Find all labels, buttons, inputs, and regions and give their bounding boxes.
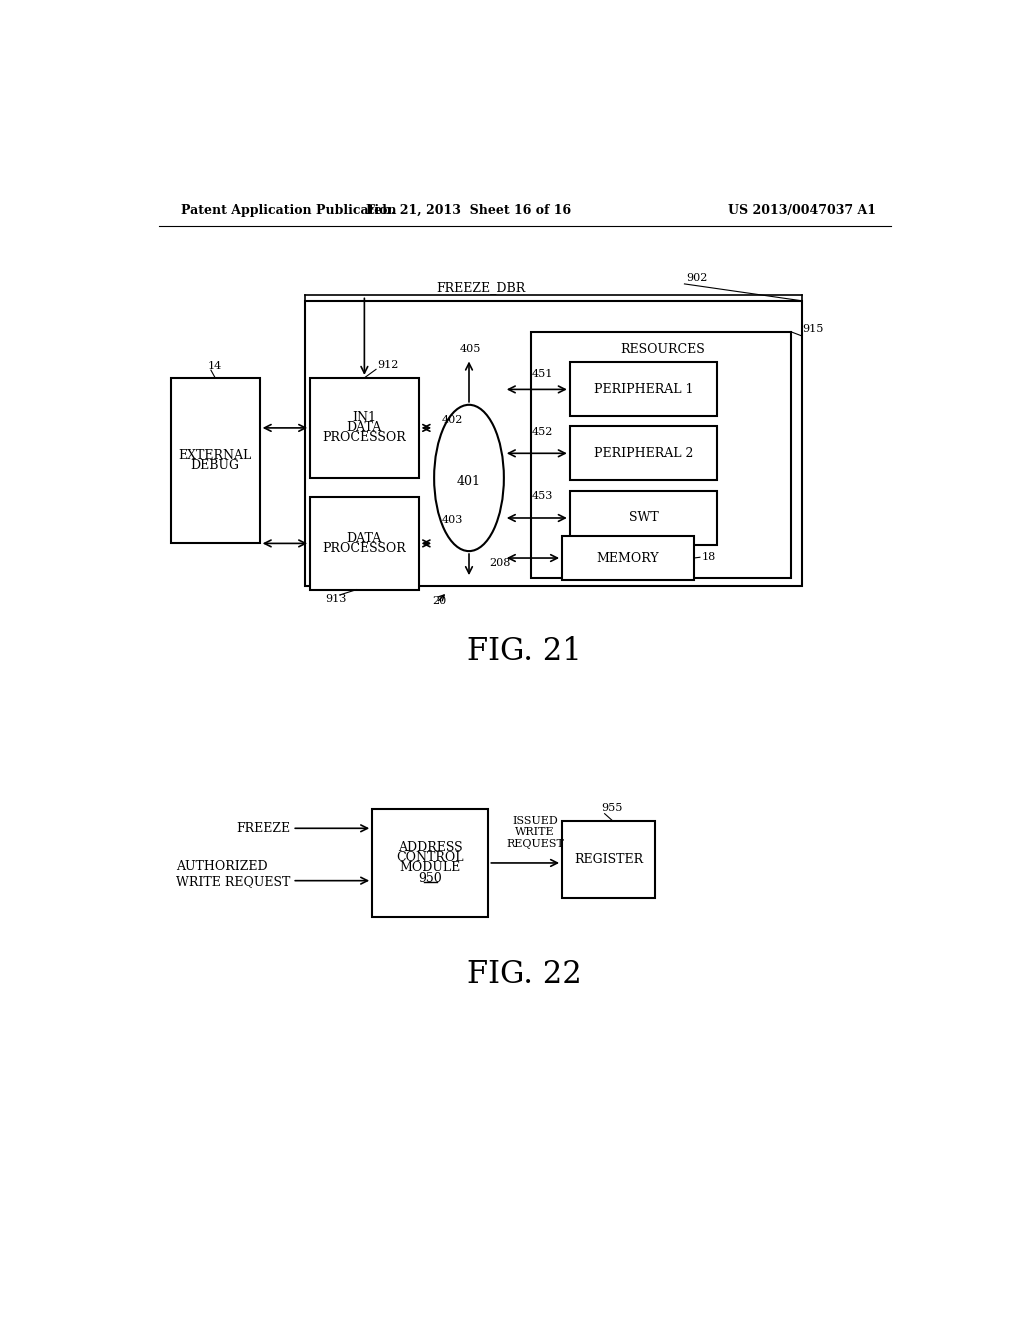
Text: MODULE: MODULE: [399, 862, 461, 874]
Text: 402: 402: [442, 416, 463, 425]
Text: 915: 915: [802, 325, 823, 334]
Text: 912: 912: [378, 360, 399, 370]
Ellipse shape: [434, 405, 504, 552]
Text: PERIPHERAL 1: PERIPHERAL 1: [594, 383, 693, 396]
Text: FREEZE: FREEZE: [237, 822, 291, 834]
Text: 18: 18: [701, 552, 716, 562]
Text: MEMORY: MEMORY: [597, 552, 659, 565]
Text: 902: 902: [686, 273, 708, 282]
Text: DATA: DATA: [347, 532, 382, 545]
Text: ADDRESS: ADDRESS: [398, 841, 463, 854]
Text: 452: 452: [531, 426, 553, 437]
Text: FREEZE_DBR: FREEZE_DBR: [436, 281, 525, 294]
Text: 401: 401: [457, 475, 481, 488]
Text: PERIPHERAL 2: PERIPHERAL 2: [594, 446, 693, 459]
Text: 405: 405: [459, 345, 480, 354]
Text: EXTERNAL: EXTERNAL: [178, 449, 252, 462]
Bar: [562, 536, 693, 581]
Text: 208: 208: [489, 557, 511, 568]
Bar: [171, 378, 260, 544]
Text: US 2013/0047037 A1: US 2013/0047037 A1: [728, 205, 877, 218]
Text: DEBUG: DEBUG: [190, 459, 240, 473]
Text: RESOURCES: RESOURCES: [621, 343, 706, 356]
Text: 451: 451: [531, 370, 553, 379]
Bar: [310, 498, 419, 590]
Bar: [531, 331, 791, 578]
Bar: [562, 821, 655, 898]
Bar: [569, 363, 717, 416]
Text: 403: 403: [442, 515, 463, 525]
Text: Feb. 21, 2013  Sheet 16 of 16: Feb. 21, 2013 Sheet 16 of 16: [367, 205, 571, 218]
Text: SWT: SWT: [629, 511, 658, 524]
Text: DATA: DATA: [347, 421, 382, 434]
Text: ISSUED
WRITE
REQUEST: ISSUED WRITE REQUEST: [506, 816, 564, 849]
Text: 453: 453: [531, 491, 553, 500]
Bar: [569, 426, 717, 480]
Text: REGISTER: REGISTER: [573, 853, 643, 866]
Text: FIG. 22: FIG. 22: [467, 960, 583, 990]
Text: 14: 14: [208, 362, 222, 371]
Text: PROCESSOR: PROCESSOR: [323, 432, 407, 445]
Bar: [372, 809, 488, 917]
Text: PROCESSOR: PROCESSOR: [323, 543, 407, 554]
Text: 955: 955: [602, 803, 623, 813]
Text: IN1: IN1: [352, 412, 377, 424]
Text: Patent Application Publication: Patent Application Publication: [180, 205, 396, 218]
Bar: [569, 491, 717, 545]
Text: 20: 20: [432, 597, 446, 606]
Bar: [305, 301, 802, 586]
Text: FIG. 21: FIG. 21: [467, 636, 583, 667]
Text: 950: 950: [419, 871, 442, 884]
Text: 913: 913: [325, 594, 346, 603]
Text: AUTHORIZED
WRITE REQUEST: AUTHORIZED WRITE REQUEST: [176, 861, 291, 888]
Text: CONTROL: CONTROL: [396, 851, 464, 865]
Bar: [310, 378, 419, 478]
